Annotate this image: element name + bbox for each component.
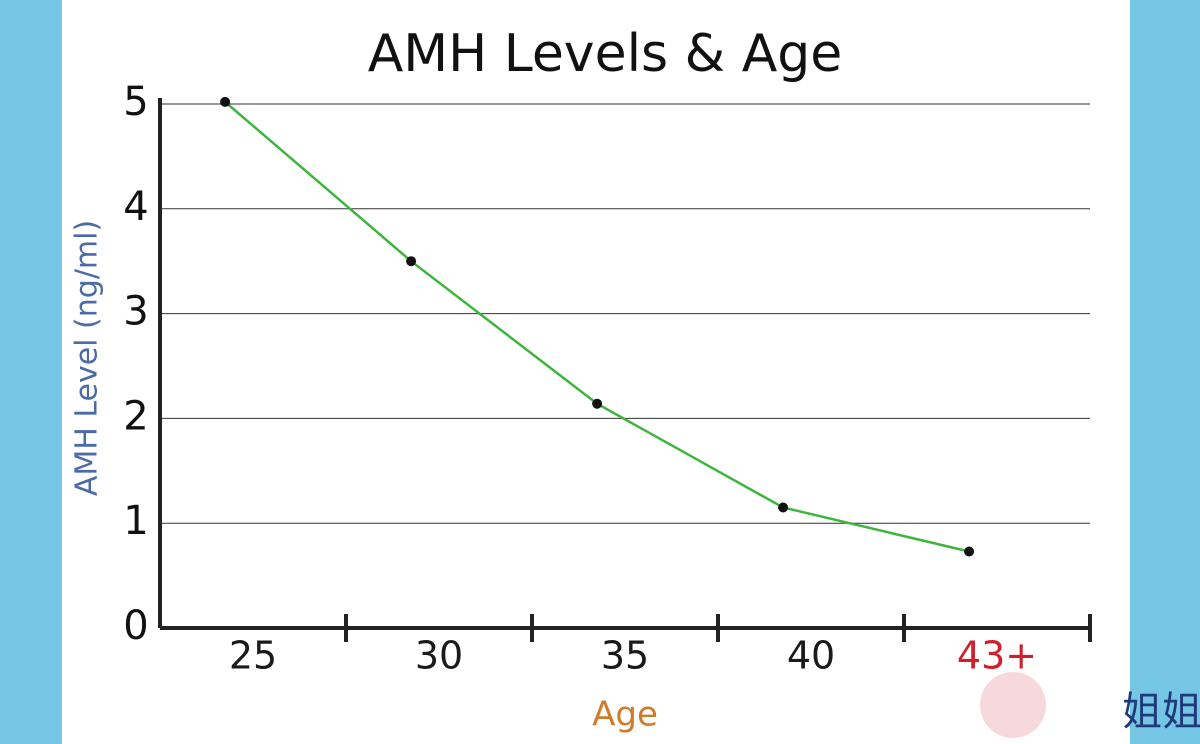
watermark: 姐姐 <box>1122 689 1200 735</box>
y-tick-label: 5 <box>123 79 148 125</box>
x-tick-label: 35 <box>601 634 649 678</box>
x-tick-label: 40 <box>787 634 835 678</box>
watermark-logo <box>980 672 1046 738</box>
x-axis-label: Age <box>592 695 658 735</box>
data-point <box>220 96 231 107</box>
y-tick-label: 2 <box>123 393 148 439</box>
data-point <box>406 256 417 267</box>
x-tick-label: 43+ <box>957 634 1037 678</box>
y-tick-label: 4 <box>123 184 148 230</box>
data-point <box>592 398 603 409</box>
chart-title: AMH Levels & Age <box>368 24 843 84</box>
y-tick-label: 1 <box>123 498 148 544</box>
data-point <box>964 546 975 557</box>
y-tick-label: 0 <box>123 603 148 649</box>
y-axis-label: AMH Level (ng/ml) <box>70 220 105 496</box>
x-tick-label: 25 <box>229 634 277 678</box>
y-tick-label: 3 <box>123 289 148 335</box>
data-point <box>778 502 789 513</box>
panel <box>62 0 1130 744</box>
x-tick-label: 30 <box>415 634 463 678</box>
